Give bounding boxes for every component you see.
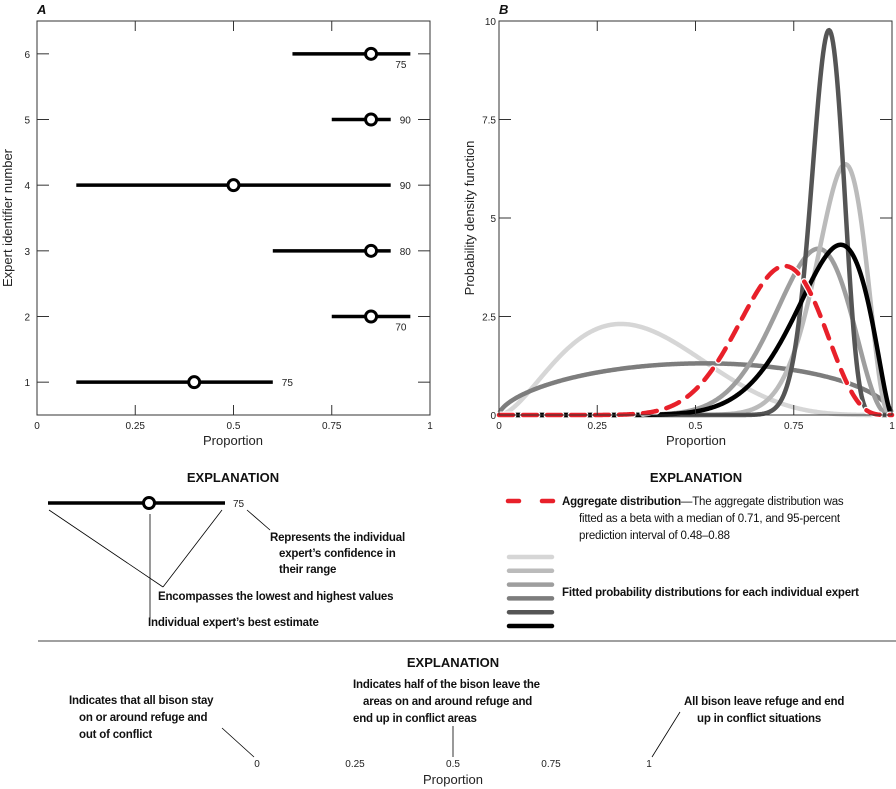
leader-line — [246, 509, 271, 531]
x-tick-label: 0 — [34, 421, 40, 432]
scale-axis-label: Proportion — [423, 772, 483, 787]
leader-line — [48, 509, 164, 588]
scale-tick-label: 1 — [646, 759, 652, 770]
explanation-b-title: EXPLANATION — [650, 470, 742, 485]
expert-confidence-label: 80 — [400, 247, 412, 258]
expert-best-estimate-marker — [364, 112, 379, 127]
confidence-note-line: Represents the individual — [270, 532, 405, 544]
y-tick-label: 10 — [485, 17, 497, 28]
y-tick-label: 7.5 — [482, 116, 496, 127]
y-tick-label: 0 — [490, 411, 496, 422]
panel-a-frame — [36, 20, 431, 416]
scale-tick-label: 0.5 — [446, 759, 460, 770]
x-tick-label: 1 — [427, 421, 433, 432]
fitted-legend-label: Fitted probability distributions for eac… — [562, 587, 859, 599]
left-note-line: Indicates that all bison stay — [69, 695, 214, 707]
aggregate-legend-line: fitted as a beta with a median of 0.71, … — [579, 513, 841, 525]
confidence-note-line: expert’s confidence in — [279, 548, 396, 560]
expert-best-estimate-marker — [364, 46, 379, 61]
expert-best-estimate-marker — [226, 178, 241, 193]
y-tick-label: 1 — [24, 378, 30, 389]
confidence-note-line: their range — [279, 564, 336, 576]
aggregate-legend-text: —The aggregate distribution was — [681, 496, 844, 508]
range-note: Encompasses the lowest and highest value… — [158, 591, 393, 603]
panel-a-x-axis-label: Proportion — [203, 433, 263, 448]
expert-confidence-label: 70 — [395, 323, 407, 334]
right-note-line: All bison leave refuge and end — [684, 696, 844, 708]
left-note-line: out of conflict — [79, 729, 152, 741]
expert-confidence-label: 90 — [400, 116, 412, 127]
x-tick-label: 0.5 — [227, 421, 241, 432]
aggregate-legend-bold: Aggregate distribution — [562, 496, 681, 508]
x-tick-label: 0.25 — [126, 421, 146, 432]
explanation-a-title: EXPLANATION — [187, 470, 279, 485]
expert-confidence-label: 75 — [395, 60, 407, 71]
aggregate-legend-line: prediction interval of 0.48–0.88 — [579, 530, 730, 542]
expert-best-estimate-marker — [364, 309, 379, 324]
y-tick-label: 3 — [24, 247, 30, 258]
panel-a-y-axis-label: Expert identifier number — [0, 148, 15, 287]
y-tick-label: 6 — [24, 50, 30, 61]
explanation-a: EXPLANATION 75 Represents the individual… — [48, 470, 405, 629]
x-tick-label: 0.5 — [689, 421, 703, 432]
y-tick-label: 5 — [24, 116, 30, 127]
scale-tick-label: 0.25 — [345, 759, 365, 770]
scale-tick-label: 0.75 — [541, 759, 561, 770]
y-tick-label: 2.5 — [482, 313, 496, 324]
middle-note-line: Indicates half of the bison leave the — [353, 679, 540, 691]
aggregate-legend-line: Aggregate distribution—The aggregate dis… — [562, 496, 844, 508]
panel-b-y-axis-label: Probability density function — [462, 141, 477, 296]
leader-line — [162, 509, 223, 588]
sample-confidence-value: 75 — [233, 499, 245, 510]
expert-confidence-label: 75 — [282, 378, 294, 389]
explanation-b: EXPLANATION Aggregate distribution—The a… — [505, 470, 859, 629]
x-tick-label: 0.25 — [588, 421, 608, 432]
panel-b-density-chart: B Proportion Probability density functio… — [462, 2, 896, 448]
best-estimate-note: Individual expert’s best estimate — [148, 617, 319, 629]
right-note-line: up in conflict situations — [697, 713, 821, 725]
panel-a-label: A — [36, 2, 46, 17]
aggregate-distribution-curve — [496, 263, 895, 418]
expert-best-estimate-marker — [364, 243, 379, 258]
middle-note-line: areas on and around refuge and — [363, 696, 532, 708]
expert-best-estimate-marker — [187, 375, 202, 390]
panel-b-x-axis-label: Proportion — [666, 433, 726, 448]
leader-line — [651, 711, 681, 758]
y-tick-label: 5 — [490, 214, 496, 225]
expert-density-curve-1 — [497, 321, 894, 418]
x-tick-label: 0 — [496, 421, 502, 432]
scale-tick-label: 0 — [254, 759, 260, 770]
leader-line — [221, 727, 255, 758]
middle-note-line: end up in conflict areas — [353, 713, 477, 725]
x-tick-label: 1 — [889, 421, 895, 432]
explanation-c: EXPLANATION Indicates that all bison sta… — [69, 655, 845, 787]
expert-confidence-label: 90 — [400, 181, 412, 192]
explanation-c-title: EXPLANATION — [407, 655, 499, 670]
sample-best-estimate-marker — [142, 496, 156, 510]
panel-a-interval-chart: A Proportion Expert identifier number 0 0… — [0, 2, 433, 448]
x-tick-label: 0.75 — [322, 421, 342, 432]
y-tick-label: 2 — [24, 313, 30, 324]
left-note-line: on or around refuge and — [79, 712, 207, 724]
expert-density-curve-2 — [496, 361, 895, 416]
y-tick-label: 4 — [24, 181, 30, 192]
x-tick-label: 0.75 — [784, 421, 804, 432]
panel-b-label: B — [499, 2, 508, 17]
